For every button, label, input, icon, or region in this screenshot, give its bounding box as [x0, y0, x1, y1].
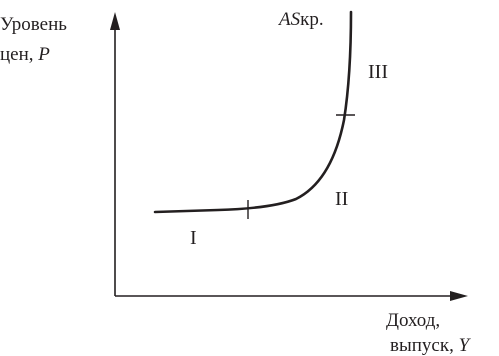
x-axis-label-line2: выпуск, Y — [390, 335, 472, 356]
as-curve — [153, 10, 353, 214]
segment-label-2: II — [335, 188, 348, 210]
segment-label-3: III — [368, 61, 388, 83]
curve-label-suffix: кр. — [300, 9, 323, 30]
curve-label-symbol: AS — [277, 9, 301, 30]
y-axis-label-text: цен, — [0, 44, 38, 65]
curve-label: ASкр. — [277, 9, 324, 30]
y-axis-symbol: P — [37, 44, 50, 65]
y-axis-label-line1: Уровень — [0, 14, 67, 35]
x-axis-label-line1: Доход, — [386, 310, 440, 331]
y-axis-label-line2: цен, P — [0, 44, 50, 65]
segment-label-1: I — [190, 227, 197, 249]
x-axis-label-text: выпуск, — [390, 335, 459, 356]
x-axis-arrowhead — [450, 291, 468, 301]
x-axis-symbol: Y — [459, 335, 472, 356]
y-axis-arrowhead — [110, 12, 120, 30]
